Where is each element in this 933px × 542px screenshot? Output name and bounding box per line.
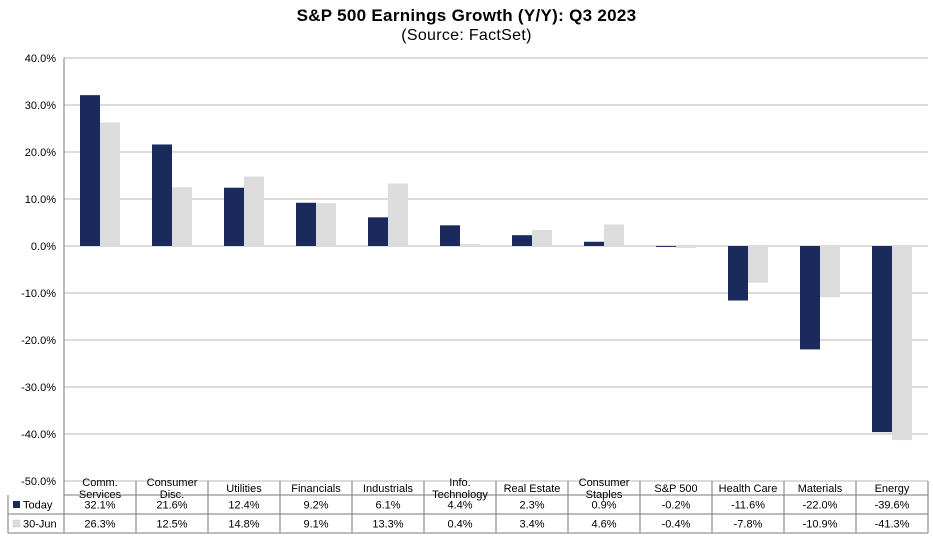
bar-today [872, 246, 892, 433]
category-label: Materials [798, 483, 843, 495]
category-label: Financials [291, 483, 341, 495]
gridlines [64, 57, 928, 482]
bar-30-jun [748, 246, 768, 283]
data-table-value: -0.4% [662, 519, 691, 531]
bar-today [800, 246, 820, 350]
data-table-value: -10.9% [803, 519, 838, 531]
data-table-value: 21.6% [156, 500, 187, 512]
bar-30-jun [172, 187, 192, 246]
data-table-value: 12.4% [228, 500, 259, 512]
category-label: Industrials [363, 483, 414, 495]
data-table-value: 26.3% [84, 519, 115, 531]
y-tick-label: -20.0% [21, 335, 56, 347]
data-table-value: -39.6% [875, 500, 910, 512]
legend-label: Today [23, 500, 53, 512]
category-label-line: Staples [586, 489, 623, 501]
category-label: Consumer Staples [579, 477, 630, 501]
category-label-line: Services [79, 489, 122, 501]
legend-key-today [13, 501, 20, 508]
bar-today [656, 246, 676, 247]
chart-title: S&P 500 Earnings Growth (Y/Y): Q3 2023 [296, 6, 637, 25]
category-label-line: Technology [432, 489, 488, 501]
bar-30-jun [244, 176, 264, 246]
bar-30-jun [532, 230, 552, 246]
bar-30-jun [316, 203, 336, 246]
y-tick-label: 10.0% [25, 194, 56, 206]
data-table-value: -7.8% [734, 519, 763, 531]
y-tick-label: 30.0% [25, 100, 56, 112]
y-tick-label: -50.0% [21, 476, 56, 488]
data-table-value: 13.3% [372, 519, 403, 531]
y-tick-label: -10.0% [21, 288, 56, 300]
bar-30-jun [460, 244, 480, 246]
bar-today [224, 187, 244, 246]
bar-today [296, 202, 316, 246]
category-label-line: Comm. [82, 477, 117, 489]
category-label: Utilities [226, 483, 262, 495]
category-label-line: Consumer [147, 477, 198, 489]
data-table-value: 9.2% [303, 500, 328, 512]
bar-today [440, 225, 460, 246]
data-table-value: -41.3% [875, 519, 910, 531]
y-tick-label: -30.0% [21, 382, 56, 394]
legend-label: 30-Jun [23, 519, 57, 531]
bar-today [512, 235, 532, 246]
axes: 40.0% 30.0% 20.0% 10.0% 0.0% -10.0% -20.0% -30.… [21, 53, 929, 533]
category-label: Comm. Services [79, 477, 122, 501]
legend-key-30-jun [12, 519, 21, 528]
category-label: Info. Technology [432, 477, 488, 501]
data-table-value: -0.2% [662, 500, 691, 512]
category-label: Health Care [719, 483, 778, 495]
bar-30-jun [388, 183, 408, 246]
bar-today [584, 241, 604, 246]
data-table-value: -22.0% [803, 500, 838, 512]
data-table-value: 2.3% [519, 500, 544, 512]
bar-30-jun [676, 246, 696, 248]
bars [80, 95, 912, 441]
data-table-value: 14.8% [228, 519, 259, 531]
bar-30-jun [820, 246, 840, 298]
bar-today [368, 217, 388, 246]
bar-today [728, 246, 748, 301]
data-table-value: 4.4% [447, 500, 472, 512]
bar-30-jun [100, 122, 120, 246]
y-tick-label: 40.0% [25, 53, 56, 65]
bar-today [80, 95, 100, 246]
category-label: Consumer Disc. [147, 477, 198, 501]
bar-today [152, 144, 172, 246]
data-table-value: 0.9% [591, 500, 616, 512]
data-table-value: 0.4% [447, 519, 472, 531]
y-tick-label: 0.0% [31, 241, 56, 253]
category-label-line: Consumer [579, 477, 630, 489]
category-label: Real Estate [504, 483, 561, 495]
category-label-line: Disc. [160, 489, 184, 501]
chart-subtitle: (Source: FactSet) [401, 27, 532, 44]
category-label: S&P 500 [654, 483, 697, 495]
category-label-line: Info. [449, 477, 470, 489]
y-tick-label: 20.0% [25, 147, 56, 159]
data-table-value: -11.6% [731, 500, 765, 512]
data-table-value: 6.1% [375, 500, 400, 512]
category-label: Energy [875, 483, 910, 495]
data-table-value: 12.5% [156, 519, 187, 531]
bar-30-jun [604, 224, 624, 246]
y-tick-label: -40.0% [21, 429, 56, 441]
data-table-value: 4.6% [591, 519, 616, 531]
data-table-value: 9.1% [303, 519, 328, 531]
bar-30-jun [892, 246, 912, 441]
data-table-value: 32.1% [84, 500, 115, 512]
data-table-value: 3.4% [519, 519, 544, 531]
